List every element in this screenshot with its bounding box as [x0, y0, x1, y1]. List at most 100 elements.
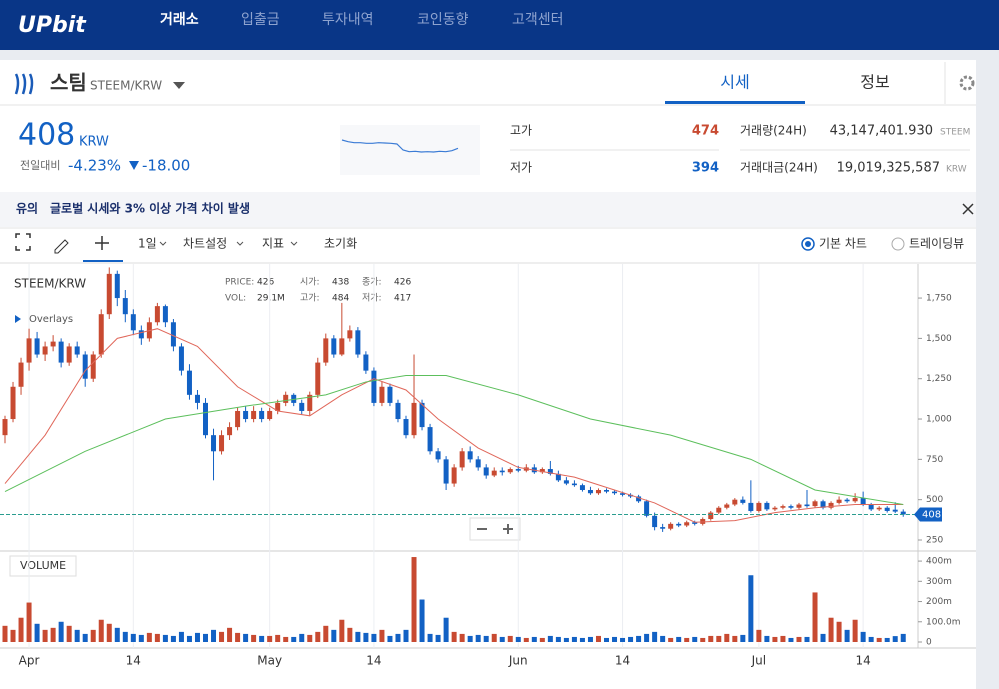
- tab-underline: [665, 101, 805, 104]
- change-price: -18.00: [142, 157, 190, 175]
- tab[interactable]: 정보: [860, 73, 889, 92]
- stat-value: 474: [692, 124, 719, 139]
- toolbar-item[interactable]: 1일: [138, 237, 157, 251]
- volume-bar: [363, 632, 369, 642]
- volume-bar: [515, 636, 521, 642]
- change-label: 전일대비: [20, 158, 60, 172]
- panel: [0, 60, 976, 689]
- last-price-tag: [914, 507, 942, 522]
- volume-bar: [876, 637, 882, 642]
- candle-body: [331, 338, 337, 355]
- volume-bar: [307, 634, 313, 642]
- candle-body: [186, 370, 192, 395]
- candle-body: [571, 483, 577, 486]
- nav-item[interactable]: 코인동향: [417, 12, 469, 28]
- settings-icon[interactable]: [959, 75, 975, 91]
- volume-bar: [82, 633, 88, 642]
- volume-bar: [612, 636, 618, 642]
- toolbar-item[interactable]: 지표: [262, 237, 284, 251]
- volume-bar: [138, 634, 144, 642]
- volume-bar: [299, 633, 305, 642]
- info-value: 426: [394, 278, 411, 288]
- candle-body: [138, 330, 144, 339]
- x-tick-label: Jul: [751, 654, 766, 668]
- candle-body: [716, 507, 722, 513]
- candle-body: [435, 451, 441, 460]
- notice-bar: [0, 192, 976, 227]
- toolbar-item[interactable]: 초기화: [324, 237, 357, 251]
- y-tick-label: 500: [926, 495, 943, 505]
- candle-body: [347, 330, 353, 339]
- radio-label[interactable]: 트레이딩뷰: [909, 237, 964, 251]
- radio-label[interactable]: 기본 차트: [819, 237, 867, 251]
- zoom-icons[interactable]: [477, 524, 513, 534]
- volume-bar: [323, 625, 329, 642]
- volume-bar: [684, 637, 690, 642]
- volume-bar: [419, 599, 425, 642]
- crosshair-icon[interactable]: [95, 236, 109, 250]
- stat-label: 저가: [510, 161, 532, 175]
- y-tick-label: 300m: [926, 577, 952, 587]
- volume-bar: [427, 633, 433, 642]
- stat-value: 43,147,401.930: [830, 124, 933, 139]
- candle-body: [644, 501, 650, 516]
- candle-body: [828, 502, 834, 508]
- dropdown-caret[interactable]: [173, 82, 185, 89]
- volume-bar: [740, 634, 746, 642]
- tab-active[interactable]: 시세: [720, 73, 749, 92]
- candle-body: [579, 485, 585, 490]
- volume-title-box: [9, 555, 77, 577]
- candle-body: [251, 410, 257, 420]
- stat-unit: STEEM: [940, 128, 970, 138]
- candle-body: [684, 522, 690, 526]
- volume-bar: [507, 635, 513, 642]
- price: 408: [18, 118, 75, 153]
- volume-bar: [636, 635, 642, 642]
- radio-on[interactable]: [801, 237, 815, 251]
- overlays-label[interactable]: Overlays: [29, 314, 73, 325]
- candle-body: [299, 402, 305, 411]
- volume-bar: [716, 635, 722, 642]
- zoom-buttons[interactable]: [469, 517, 521, 541]
- nav-item[interactable]: 고객센터: [512, 12, 564, 28]
- side-gutter: [976, 60, 999, 689]
- y-tick-label: 400m: [926, 557, 952, 567]
- candle-body: [796, 504, 802, 508]
- candle-body: [26, 338, 32, 363]
- radio-off[interactable]: [891, 237, 905, 251]
- nav-item[interactable]: 투자내역: [322, 12, 374, 28]
- y-tick-label: 0: [926, 638, 932, 648]
- candle-body: [203, 402, 208, 436]
- nav-item[interactable]: 입출금: [241, 12, 280, 28]
- nav-item[interactable]: 거래소: [160, 12, 199, 28]
- toolbar-item[interactable]: 차트설정: [183, 237, 227, 251]
- last-price-label: 408: [922, 510, 941, 521]
- candle-body: [547, 469, 553, 474]
- coin-pair: STEEM/KRW: [90, 79, 162, 93]
- candle-body: [10, 386, 16, 420]
- logo[interactable]: UPbit: [18, 13, 87, 38]
- candle-body: [106, 273, 112, 315]
- volume-bar: [652, 631, 658, 642]
- overlays-arrow: [15, 315, 21, 323]
- candle-body: [636, 496, 642, 502]
- candle-body: [74, 346, 80, 355]
- volume-bar: [315, 631, 321, 642]
- close-icon[interactable]: [962, 203, 974, 215]
- fullscreen-icon[interactable]: [15, 233, 31, 251]
- volume-bar: [74, 629, 80, 642]
- info-label: 시가:: [300, 277, 320, 288]
- candle-body: [66, 346, 72, 363]
- volume-bar: [259, 635, 265, 642]
- candle-body: [90, 354, 96, 379]
- volume-bar: [620, 637, 626, 642]
- volume-bar: [219, 631, 225, 642]
- candle-body: [587, 490, 593, 494]
- volume-bar: [203, 633, 208, 642]
- candle-body: [275, 402, 281, 411]
- volume-bar: [243, 633, 249, 642]
- volume-bar: [628, 636, 634, 642]
- draw-icon[interactable]: [54, 239, 69, 254]
- coin-name: 스팀: [50, 71, 87, 95]
- change-rate: -4.23%: [68, 157, 121, 175]
